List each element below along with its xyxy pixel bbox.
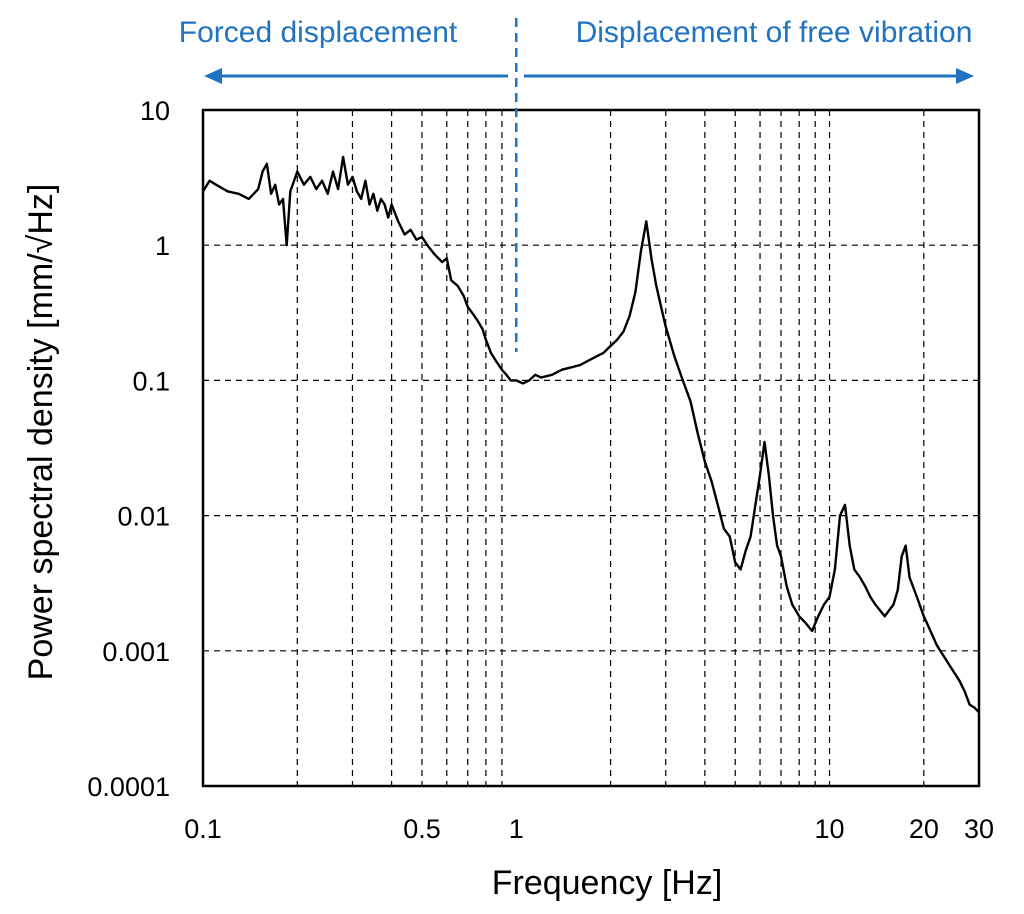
x-tick-label: 30 (964, 814, 994, 844)
x-tick-label: 20 (909, 814, 939, 844)
x-tick-label: 10 (815, 814, 845, 844)
forced-displacement-label: Forced displacement (179, 16, 458, 49)
left-arrowhead (204, 68, 222, 84)
free-vibration-label: Displacement of free vibration (576, 16, 973, 49)
y-tick-label: 0.001 (102, 637, 170, 667)
series-layer (201, 155, 980, 714)
y-tick-label: 0.1 (132, 366, 170, 396)
grid-lines (203, 110, 979, 786)
right-arrowhead (956, 68, 974, 84)
x-tick-label: 0.5 (403, 814, 441, 844)
y-tick-label: 1 (155, 231, 170, 261)
y-tick-labels: 10 1 0.1 0.01 0.001 0.0001 (87, 96, 170, 802)
plot-frame (201, 108, 981, 788)
plot-frame-group (201, 108, 981, 788)
y-tick-label: 10 (140, 96, 170, 126)
psd-series-line (201, 155, 980, 714)
x-tick-label: 0.1 (184, 814, 222, 844)
x-tick-labels: 0.1 0.5 1 10 20 30 (184, 814, 994, 844)
region-annotations: Forced displacement Displacement of free… (179, 16, 974, 352)
y-tick-label: 0.0001 (87, 772, 170, 802)
x-tick-label: 1 (509, 814, 524, 844)
y-axis-label: Power spectral density [mm/√Hz] (22, 184, 60, 681)
x-axis-label: Frequency [Hz] (492, 864, 723, 902)
y-tick-label: 0.01 (117, 502, 170, 532)
